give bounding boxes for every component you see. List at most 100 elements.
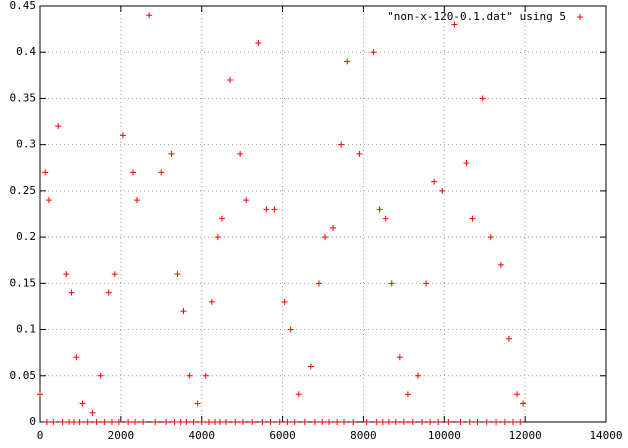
point (466, 419, 473, 425)
point (205, 419, 212, 425)
point (315, 280, 322, 287)
point (388, 280, 395, 287)
point (89, 409, 96, 416)
legend-marker (577, 14, 583, 20)
point (132, 419, 139, 425)
y-tick-label: 0.4 (16, 45, 36, 58)
point (400, 419, 407, 425)
point (514, 391, 521, 398)
y-tick-label: 0.35 (10, 91, 37, 104)
point (463, 160, 470, 167)
point (392, 419, 399, 425)
point (84, 419, 91, 425)
point (243, 197, 250, 204)
point (311, 419, 318, 425)
x-tick-label: 0 (37, 429, 44, 442)
point (168, 150, 175, 157)
point (214, 234, 221, 241)
point (385, 419, 392, 425)
point (190, 419, 197, 425)
point (322, 234, 329, 241)
point (183, 419, 190, 425)
plot-area (40, 6, 606, 422)
point (222, 419, 229, 425)
point (469, 215, 476, 222)
point (186, 372, 193, 379)
point (319, 419, 326, 425)
point (427, 419, 434, 425)
point (146, 12, 153, 19)
point (45, 197, 52, 204)
point (158, 169, 165, 176)
x-tick-label: 4000 (188, 429, 215, 442)
point (419, 419, 426, 425)
y-tick-label: 0.15 (10, 276, 37, 289)
point (350, 419, 357, 425)
point (180, 308, 187, 315)
point (370, 49, 377, 56)
point (105, 289, 112, 296)
point (431, 178, 438, 185)
point (338, 141, 345, 148)
point (271, 206, 278, 213)
point (59, 419, 66, 425)
x-tick-label: 12000 (509, 429, 542, 442)
point (55, 123, 62, 130)
y-tick-label: 0.3 (16, 138, 36, 151)
point (295, 391, 302, 398)
point (129, 169, 136, 176)
point (101, 419, 108, 425)
point (373, 419, 380, 425)
point (79, 400, 86, 407)
point (163, 419, 170, 425)
point (76, 419, 83, 425)
point (263, 206, 270, 213)
y-tick-label: 0.1 (16, 323, 36, 336)
point (152, 419, 159, 425)
point (177, 419, 184, 425)
point (493, 419, 500, 425)
point (171, 419, 178, 425)
point (439, 187, 446, 194)
point (334, 419, 341, 425)
point (134, 197, 141, 204)
point (501, 419, 508, 425)
point (276, 419, 283, 425)
point (356, 150, 363, 157)
point (344, 58, 351, 65)
point (497, 261, 504, 268)
point (379, 419, 386, 425)
point (520, 400, 527, 407)
x-tick-label: 10000 (428, 429, 461, 442)
point (115, 419, 122, 425)
point (108, 419, 115, 425)
point (363, 419, 370, 425)
point (202, 372, 209, 379)
y-tick-label: 0 (29, 415, 36, 428)
point (239, 419, 246, 425)
point (409, 419, 416, 425)
point (50, 419, 57, 425)
point (376, 206, 383, 213)
point (517, 419, 524, 425)
point (382, 215, 389, 222)
point (218, 215, 225, 222)
point (37, 391, 43, 398)
point (330, 224, 337, 231)
point (198, 419, 205, 425)
point (208, 298, 215, 305)
x-tick-label: 8000 (350, 429, 377, 442)
point (326, 419, 333, 425)
point (415, 372, 422, 379)
point (284, 419, 291, 425)
point (97, 372, 104, 379)
x-tick-label: 2000 (108, 429, 135, 442)
point (68, 289, 75, 296)
point (505, 335, 512, 342)
point (111, 271, 118, 278)
point (259, 419, 266, 425)
point (301, 419, 308, 425)
point (510, 419, 517, 425)
point (423, 280, 430, 287)
point (445, 419, 452, 425)
